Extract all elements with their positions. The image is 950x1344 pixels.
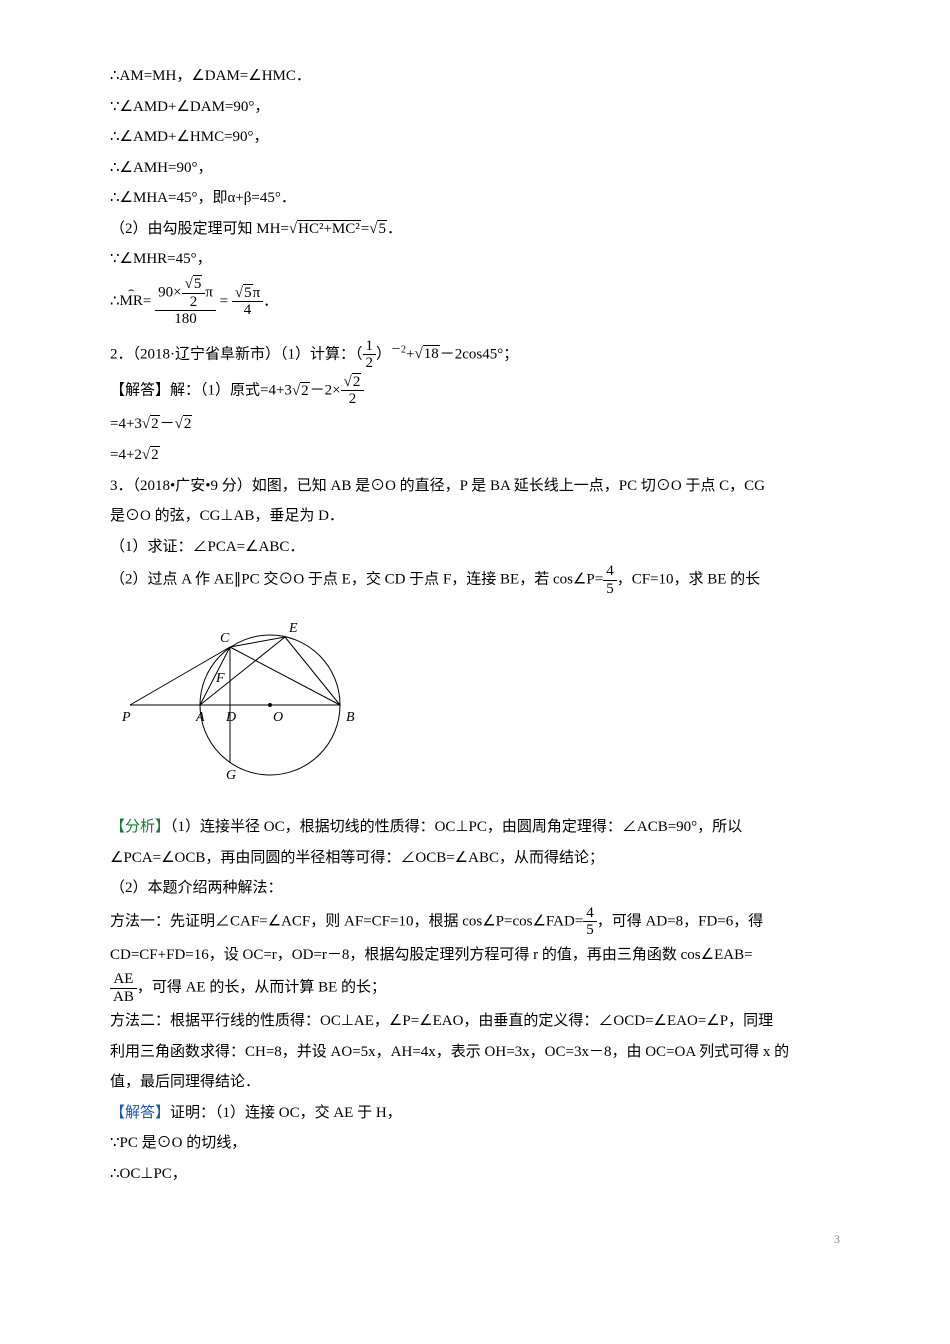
line-therefore-1: ∴AM=MH，∠DAM=∠HMC． <box>110 62 840 91</box>
answer-tag: 【解答】 <box>110 382 170 398</box>
geometry-figure: P A B O D C G E F <box>110 605 380 805</box>
answer-2-line3: =4+22 <box>110 441 840 470</box>
solution-line1: ∵PC 是⊙O 的切线， <box>110 1129 840 1158</box>
question-3-part2: （2）过点 A 作 AE∥PC 交⊙O 于点 E，交 CD 于点 F，连接 BE… <box>110 563 840 597</box>
line-because-2: ∵∠MHR=45°， <box>110 245 840 274</box>
analysis-tag: 【分析】 <box>110 819 170 835</box>
solution-tag: 【解答】 <box>110 1105 170 1121</box>
svg-text:F: F <box>215 671 225 686</box>
method2-line2: 利用三角函数求得：CH=8，并设 AO=5x，AH=4x，表示 OH=3x，OC… <box>110 1038 840 1067</box>
line-arc: ∴⌢MR= 90×52π 180 = 5π 4 ． <box>110 276 840 328</box>
svg-text:B: B <box>346 710 355 725</box>
solution-line2: ∴OC⊥PC， <box>110 1160 840 1189</box>
line-pythag: （2）由勾股定理可知 MH=HC²+MC²=5． <box>110 215 840 244</box>
analysis-line1: 【分析】（1）连接半径 OC，根据切线的性质得：OC⊥PC，由圆周角定理得：∠A… <box>110 813 840 842</box>
page-number: 3 <box>110 1228 840 1251</box>
solution-line0: 【解答】证明：（1）连接 OC，交 AE 于 H， <box>110 1099 840 1128</box>
method1-line3: AEAB，可得 AE 的长，从而计算 BE 的长； <box>110 971 840 1005</box>
svg-text:P: P <box>121 710 131 725</box>
question-3-line1: 3．（2018•广安•9 分）如图，已知 AB 是⊙O 的直径，P 是 BA 延… <box>110 472 840 501</box>
line-because-1: ∵∠AMD+∠DAM=90°， <box>110 93 840 122</box>
svg-text:C: C <box>220 631 230 646</box>
question-3-line2: 是⊙O 的弦，CG⊥AB，垂足为 D． <box>110 502 840 531</box>
svg-text:E: E <box>288 621 298 636</box>
answer-2-line1: 【解答】解：（1）原式=4+32－2×22 <box>110 374 840 408</box>
line-therefore-4: ∴∠MHA=45°，即α+β=45°． <box>110 184 840 213</box>
svg-text:G: G <box>226 768 236 783</box>
method1-line1: 方法一：先证明∠CAF=∠ACF，则 AF=CF=10，根据 cos∠P=cos… <box>110 905 840 939</box>
line-therefore-2: ∴∠AMD+∠HMC=90°， <box>110 123 840 152</box>
method2-line1: 方法二：根据平行线的性质得：OC⊥AE，∠P=∠EAO，由垂直的定义得：∠OCD… <box>110 1007 840 1036</box>
question-2: 2．（2018·辽宁省阜新市）（1）计算：（12）－2+18－2cos45°； <box>110 338 840 372</box>
method2-line3: 值，最后同理得结论． <box>110 1068 840 1097</box>
line-therefore-3: ∴∠AMH=90°， <box>110 154 840 183</box>
svg-text:D: D <box>225 710 236 725</box>
answer-2-line2: =4+32－2 <box>110 410 840 439</box>
analysis-line2: ∠PCA=∠OCB，再由同圆的半径相等可得：∠OCB=∠ABC，从而得结论； <box>110 844 840 873</box>
svg-text:O: O <box>273 710 283 725</box>
svg-text:A: A <box>195 710 205 725</box>
question-3-part1: （1）求证：∠PCA=∠ABC． <box>110 533 840 562</box>
analysis-line3: （2）本题介绍两种解法： <box>110 874 840 903</box>
method1-line2: CD=CF+FD=16，设 OC=r，OD=r－8，根据勾股定理列方程可得 r … <box>110 941 840 970</box>
